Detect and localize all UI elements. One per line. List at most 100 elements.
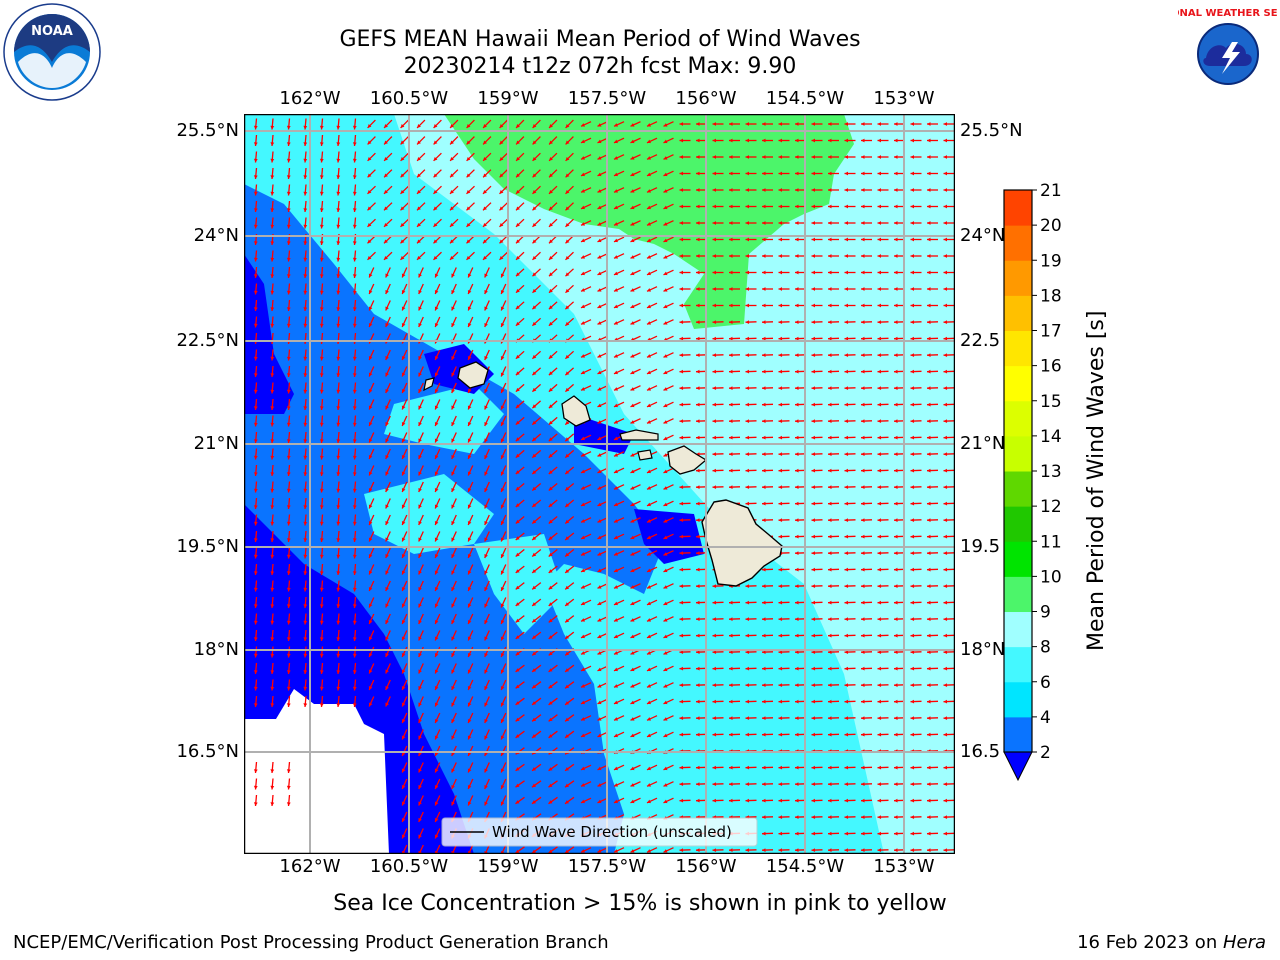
wind-wave-arrowhead bbox=[927, 666, 931, 671]
wind-wave-arrowhead bbox=[434, 471, 439, 476]
wind-wave-arrowhead bbox=[565, 552, 570, 557]
wind-wave-arrowhead bbox=[828, 485, 832, 489]
wind-wave-arrowhead bbox=[729, 287, 733, 291]
wind-wave-arrowhead bbox=[385, 273, 389, 278]
colorbar-tick-label: 17 bbox=[1040, 322, 1062, 342]
wind-wave-arrowhead bbox=[614, 634, 618, 639]
wind-wave-arrowhead bbox=[434, 818, 439, 822]
wind-wave-arrowhead bbox=[614, 651, 618, 655]
wind-wave-arrowhead bbox=[549, 157, 553, 161]
wind-wave-arrowhead bbox=[467, 405, 472, 410]
wind-wave-arrowhead bbox=[286, 356, 291, 361]
wind-wave-arrowhead bbox=[336, 373, 341, 377]
colorbar-tick-label: 8 bbox=[1040, 638, 1051, 658]
wind-wave-arrowhead bbox=[417, 157, 421, 161]
wind-wave-arrowhead bbox=[894, 386, 898, 390]
wind-wave-arrowhead bbox=[630, 766, 635, 771]
wind-wave-arrowhead bbox=[270, 125, 275, 130]
lat-label-right: 25.5°N bbox=[960, 120, 1023, 141]
wind-wave-arrowhead bbox=[762, 765, 766, 770]
wind-wave-arrowhead bbox=[400, 239, 405, 244]
footer-host: Hera bbox=[1222, 932, 1266, 953]
wind-wave-arrowhead bbox=[614, 700, 618, 705]
wind-wave-arrowhead bbox=[828, 584, 832, 588]
wind-wave-arrowhead bbox=[286, 538, 291, 542]
wind-wave-arrowhead bbox=[565, 206, 570, 211]
wind-wave-arrowhead bbox=[581, 766, 585, 771]
wind-wave-arrowhead bbox=[844, 369, 849, 374]
wind-wave-arrowhead bbox=[647, 502, 651, 507]
wind-wave-arrowhead bbox=[778, 188, 782, 192]
wind-wave-arrowhead bbox=[417, 173, 421, 178]
wind-wave-arrowhead bbox=[467, 636, 472, 641]
wind-wave-arrowhead bbox=[927, 188, 931, 192]
wind-wave-arrowhead bbox=[484, 785, 488, 789]
wind-wave-arrowhead bbox=[466, 140, 471, 145]
wind-wave-arrowhead bbox=[696, 765, 700, 770]
wind-wave-arrowhead bbox=[484, 801, 488, 806]
wind-wave-arrowhead bbox=[647, 634, 651, 639]
wind-wave-arrowhead bbox=[712, 254, 716, 258]
wind-wave-arrowhead bbox=[384, 256, 388, 260]
wind-wave-arrowhead bbox=[303, 274, 308, 278]
wind-wave-arrowhead bbox=[548, 701, 553, 705]
colorbar-segment bbox=[1004, 190, 1032, 226]
wind-wave-arrowhead bbox=[844, 567, 849, 572]
wind-wave-arrowhead bbox=[778, 567, 783, 572]
wind-wave-arrowhead bbox=[253, 323, 258, 328]
wind-wave-arrowhead bbox=[253, 290, 258, 295]
wind-wave-arrowhead bbox=[861, 798, 865, 803]
wind-wave-arrowhead bbox=[729, 353, 733, 357]
wind-wave-arrowhead bbox=[253, 125, 258, 130]
wind-wave-arrowhead bbox=[368, 521, 373, 525]
island-niihau bbox=[423, 377, 435, 392]
wind-wave-arrowhead bbox=[319, 307, 324, 311]
wind-wave-arrowhead bbox=[319, 422, 324, 427]
wind-wave-arrowhead bbox=[927, 765, 931, 770]
wind-wave-arrowhead bbox=[433, 239, 438, 244]
wind-wave-arrowhead bbox=[745, 188, 749, 192]
wind-wave-arrowhead bbox=[696, 435, 700, 440]
wind-wave-arrowhead bbox=[696, 419, 700, 423]
wind-wave-arrowhead bbox=[712, 435, 717, 440]
wind-wave-arrowhead bbox=[352, 587, 357, 592]
wind-wave-arrowhead bbox=[336, 208, 341, 212]
wind-wave-arrowhead bbox=[778, 716, 783, 720]
wind-wave-arrowhead bbox=[762, 303, 766, 308]
wind-wave-arrowhead bbox=[614, 453, 618, 457]
wind-wave-arrowhead bbox=[877, 138, 881, 143]
wind-wave-arrowhead bbox=[581, 156, 585, 160]
wind-wave-arrowhead bbox=[401, 735, 406, 740]
wind-wave-arrowhead bbox=[286, 307, 291, 311]
wind-wave-arrowhead bbox=[303, 257, 308, 262]
wind-wave-arrowhead bbox=[270, 274, 275, 278]
wind-wave-arrowhead bbox=[910, 204, 914, 209]
wind-wave-arrowhead bbox=[418, 455, 422, 459]
wind-wave-arrowhead bbox=[877, 122, 881, 126]
wind-wave-arrowhead bbox=[319, 571, 324, 575]
wind-wave-arrowhead bbox=[910, 369, 915, 374]
wind-wave-arrowhead bbox=[943, 732, 948, 737]
wind-wave-arrowhead bbox=[762, 831, 766, 836]
wind-wave-arrowhead bbox=[352, 290, 357, 295]
wind-wave-arrowhead bbox=[910, 666, 915, 671]
wind-wave-arrowhead bbox=[712, 353, 717, 357]
wind-wave-arrowhead bbox=[597, 354, 602, 358]
wind-wave-arrowhead bbox=[647, 783, 651, 787]
wind-wave-arrowhead bbox=[417, 239, 421, 244]
wind-wave-arrowhead bbox=[548, 354, 553, 359]
wind-wave-arrowhead bbox=[778, 336, 783, 341]
wind-wave-arrowhead bbox=[877, 171, 881, 176]
wind-wave-arrowhead bbox=[910, 518, 915, 522]
wind-wave-arrowhead bbox=[336, 439, 341, 443]
wind-wave-arrowhead bbox=[927, 419, 931, 423]
wind-wave-arrowhead bbox=[270, 422, 275, 427]
wind-wave-arrowhead bbox=[532, 190, 537, 194]
wind-wave-arrowhead bbox=[368, 537, 373, 542]
wind-wave-arrowhead bbox=[943, 848, 948, 852]
wind-wave-arrowhead bbox=[614, 469, 618, 474]
wind-wave-arrowhead bbox=[877, 452, 882, 456]
wind-wave-arrowhead bbox=[894, 369, 898, 374]
wind-wave-arrowhead bbox=[910, 452, 915, 456]
wind-wave-arrowhead bbox=[877, 303, 881, 308]
